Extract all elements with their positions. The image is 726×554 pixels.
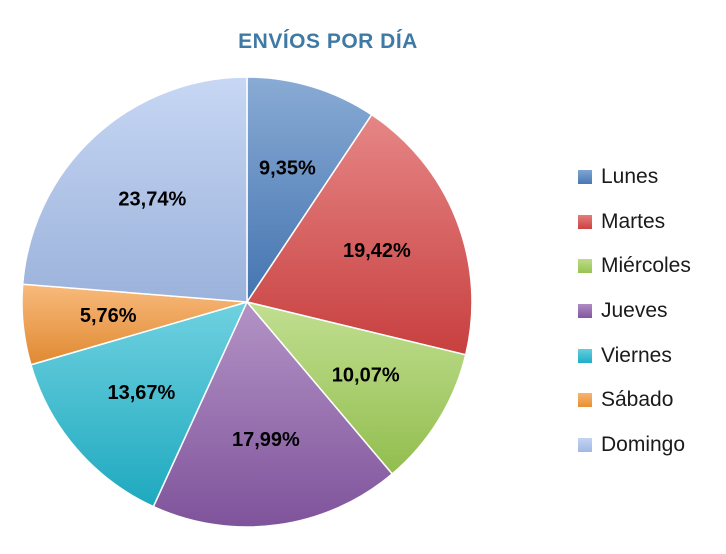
legend-label: Lunes	[601, 165, 659, 189]
legend-swatch	[578, 304, 592, 319]
legend-label: Miércoles	[601, 254, 691, 278]
pie-slice-viernes	[30, 300, 249, 508]
slice-label-domingo: 23,74%	[118, 189, 186, 211]
slice-label-sábado: 5,76%	[80, 305, 137, 327]
legend-item-domingo: Domingo	[578, 423, 691, 468]
legend-item-viernes: Viernes	[578, 333, 691, 378]
legend-swatch	[578, 259, 592, 274]
slice-label-jueves: 17,99%	[232, 429, 300, 451]
pie-slice-domingo	[21, 76, 248, 303]
legend-item-jueves: Jueves	[578, 289, 691, 334]
labels-group: 9,35% 19,42% 10,07% 17,99% 13,67% 5,76% 23,74%	[80, 157, 411, 451]
legend-item-sábado: Sábado	[578, 378, 691, 423]
legend-item-lunes: Lunes	[578, 155, 691, 200]
slice-label-miércoles: 10,07%	[332, 364, 400, 386]
legend: Lunes Martes Miércoles Jueves Viernes Sábado D…	[578, 155, 691, 467]
chart-title: ENVÍOS POR DÍA	[238, 30, 418, 53]
legend-label: Domingo	[601, 432, 686, 456]
legend-label: Jueves	[601, 299, 668, 323]
pie-slice-miércoles	[244, 300, 467, 475]
legend-swatch	[578, 348, 592, 363]
pie-slice-jueves	[152, 300, 394, 528]
legend-swatch	[578, 393, 592, 408]
slices-group	[21, 76, 473, 528]
legend-label: Martes	[601, 209, 666, 233]
slice-label-martes: 19,42%	[343, 240, 411, 262]
pie-slice-martes	[245, 113, 473, 356]
legend-label: Sábado	[601, 388, 674, 412]
legend-label: Viernes	[601, 343, 672, 367]
legend-swatch	[578, 170, 592, 185]
slice-label-lunes: 9,35%	[259, 157, 316, 179]
slice-label-viernes: 13,67%	[107, 382, 175, 404]
legend-item-miércoles: Miércoles	[578, 244, 691, 289]
legend-item-martes: Martes	[578, 200, 691, 245]
legend-swatch	[578, 437, 592, 452]
legend-swatch	[578, 214, 592, 229]
pie-slice-lunes	[246, 76, 373, 305]
